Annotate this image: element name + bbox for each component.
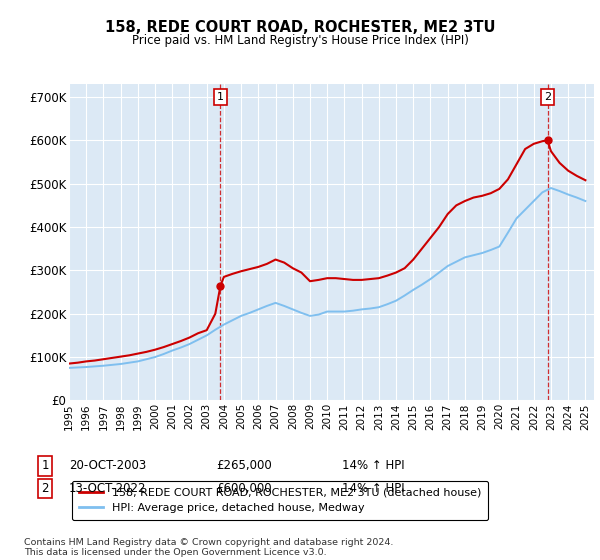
Text: 13-OCT-2022: 13-OCT-2022 — [69, 482, 146, 495]
Text: 1: 1 — [217, 92, 224, 102]
Text: 1: 1 — [41, 459, 49, 473]
Text: 14% ↑ HPI: 14% ↑ HPI — [342, 459, 404, 473]
Text: 2: 2 — [41, 482, 49, 495]
Text: Price paid vs. HM Land Registry's House Price Index (HPI): Price paid vs. HM Land Registry's House … — [131, 34, 469, 46]
Text: 158, REDE COURT ROAD, ROCHESTER, ME2 3TU: 158, REDE COURT ROAD, ROCHESTER, ME2 3TU — [105, 20, 495, 35]
Text: 2: 2 — [544, 92, 551, 102]
Text: £265,000: £265,000 — [216, 459, 272, 473]
Legend: 158, REDE COURT ROAD, ROCHESTER, ME2 3TU (detached house), HPI: Average price, d: 158, REDE COURT ROAD, ROCHESTER, ME2 3TU… — [72, 481, 488, 520]
Text: £600,000: £600,000 — [216, 482, 272, 495]
Text: 14% ↑ HPI: 14% ↑ HPI — [342, 482, 404, 495]
Text: 20-OCT-2003: 20-OCT-2003 — [69, 459, 146, 473]
Text: Contains HM Land Registry data © Crown copyright and database right 2024.
This d: Contains HM Land Registry data © Crown c… — [24, 538, 394, 557]
